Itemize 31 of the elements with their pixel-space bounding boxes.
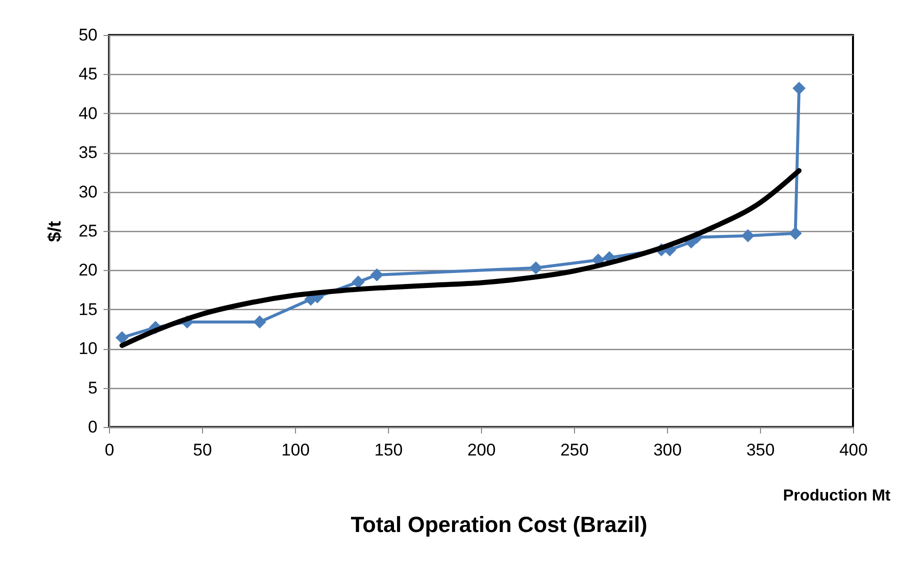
x-tick-label: 200 bbox=[467, 440, 496, 460]
point bbox=[529, 261, 542, 274]
y-tick-label: 45 bbox=[78, 64, 98, 84]
y-tick-label: 5 bbox=[88, 378, 98, 398]
x-tick-label: 100 bbox=[281, 440, 310, 460]
y-tick-label: 0 bbox=[88, 418, 98, 436]
point bbox=[116, 331, 129, 344]
point bbox=[792, 82, 806, 95]
x-axis-title: Production Mt bbox=[782, 488, 892, 504]
point bbox=[741, 229, 754, 242]
x-tick-label: 300 bbox=[653, 440, 682, 460]
point bbox=[352, 275, 365, 288]
point bbox=[370, 268, 384, 282]
y-axis-title: $/t bbox=[44, 220, 65, 242]
y-tick-label: 15 bbox=[78, 300, 98, 319]
x-tick-label: 50 bbox=[193, 440, 212, 460]
x-tick-label: 150 bbox=[374, 440, 403, 460]
y-tick-label: 40 bbox=[78, 104, 98, 123]
y-tick-label: 25 bbox=[78, 222, 98, 240]
text: Total Operation Cost (Brazil) bbox=[350, 512, 648, 537]
point bbox=[253, 315, 266, 328]
x-tick-label: 0 bbox=[104, 440, 114, 460]
y-tick-label: 10 bbox=[78, 339, 98, 358]
point bbox=[788, 226, 802, 240]
x-tick-label: 250 bbox=[560, 440, 589, 460]
y-tick-label: 30 bbox=[78, 182, 98, 202]
x-tick-label: 350 bbox=[746, 440, 775, 460]
x-tick-label: 400 bbox=[839, 440, 868, 460]
y-tick-label: 50 bbox=[78, 26, 98, 44]
y-tick-label: 35 bbox=[78, 143, 98, 162]
y-tick-label: 20 bbox=[78, 260, 98, 280]
